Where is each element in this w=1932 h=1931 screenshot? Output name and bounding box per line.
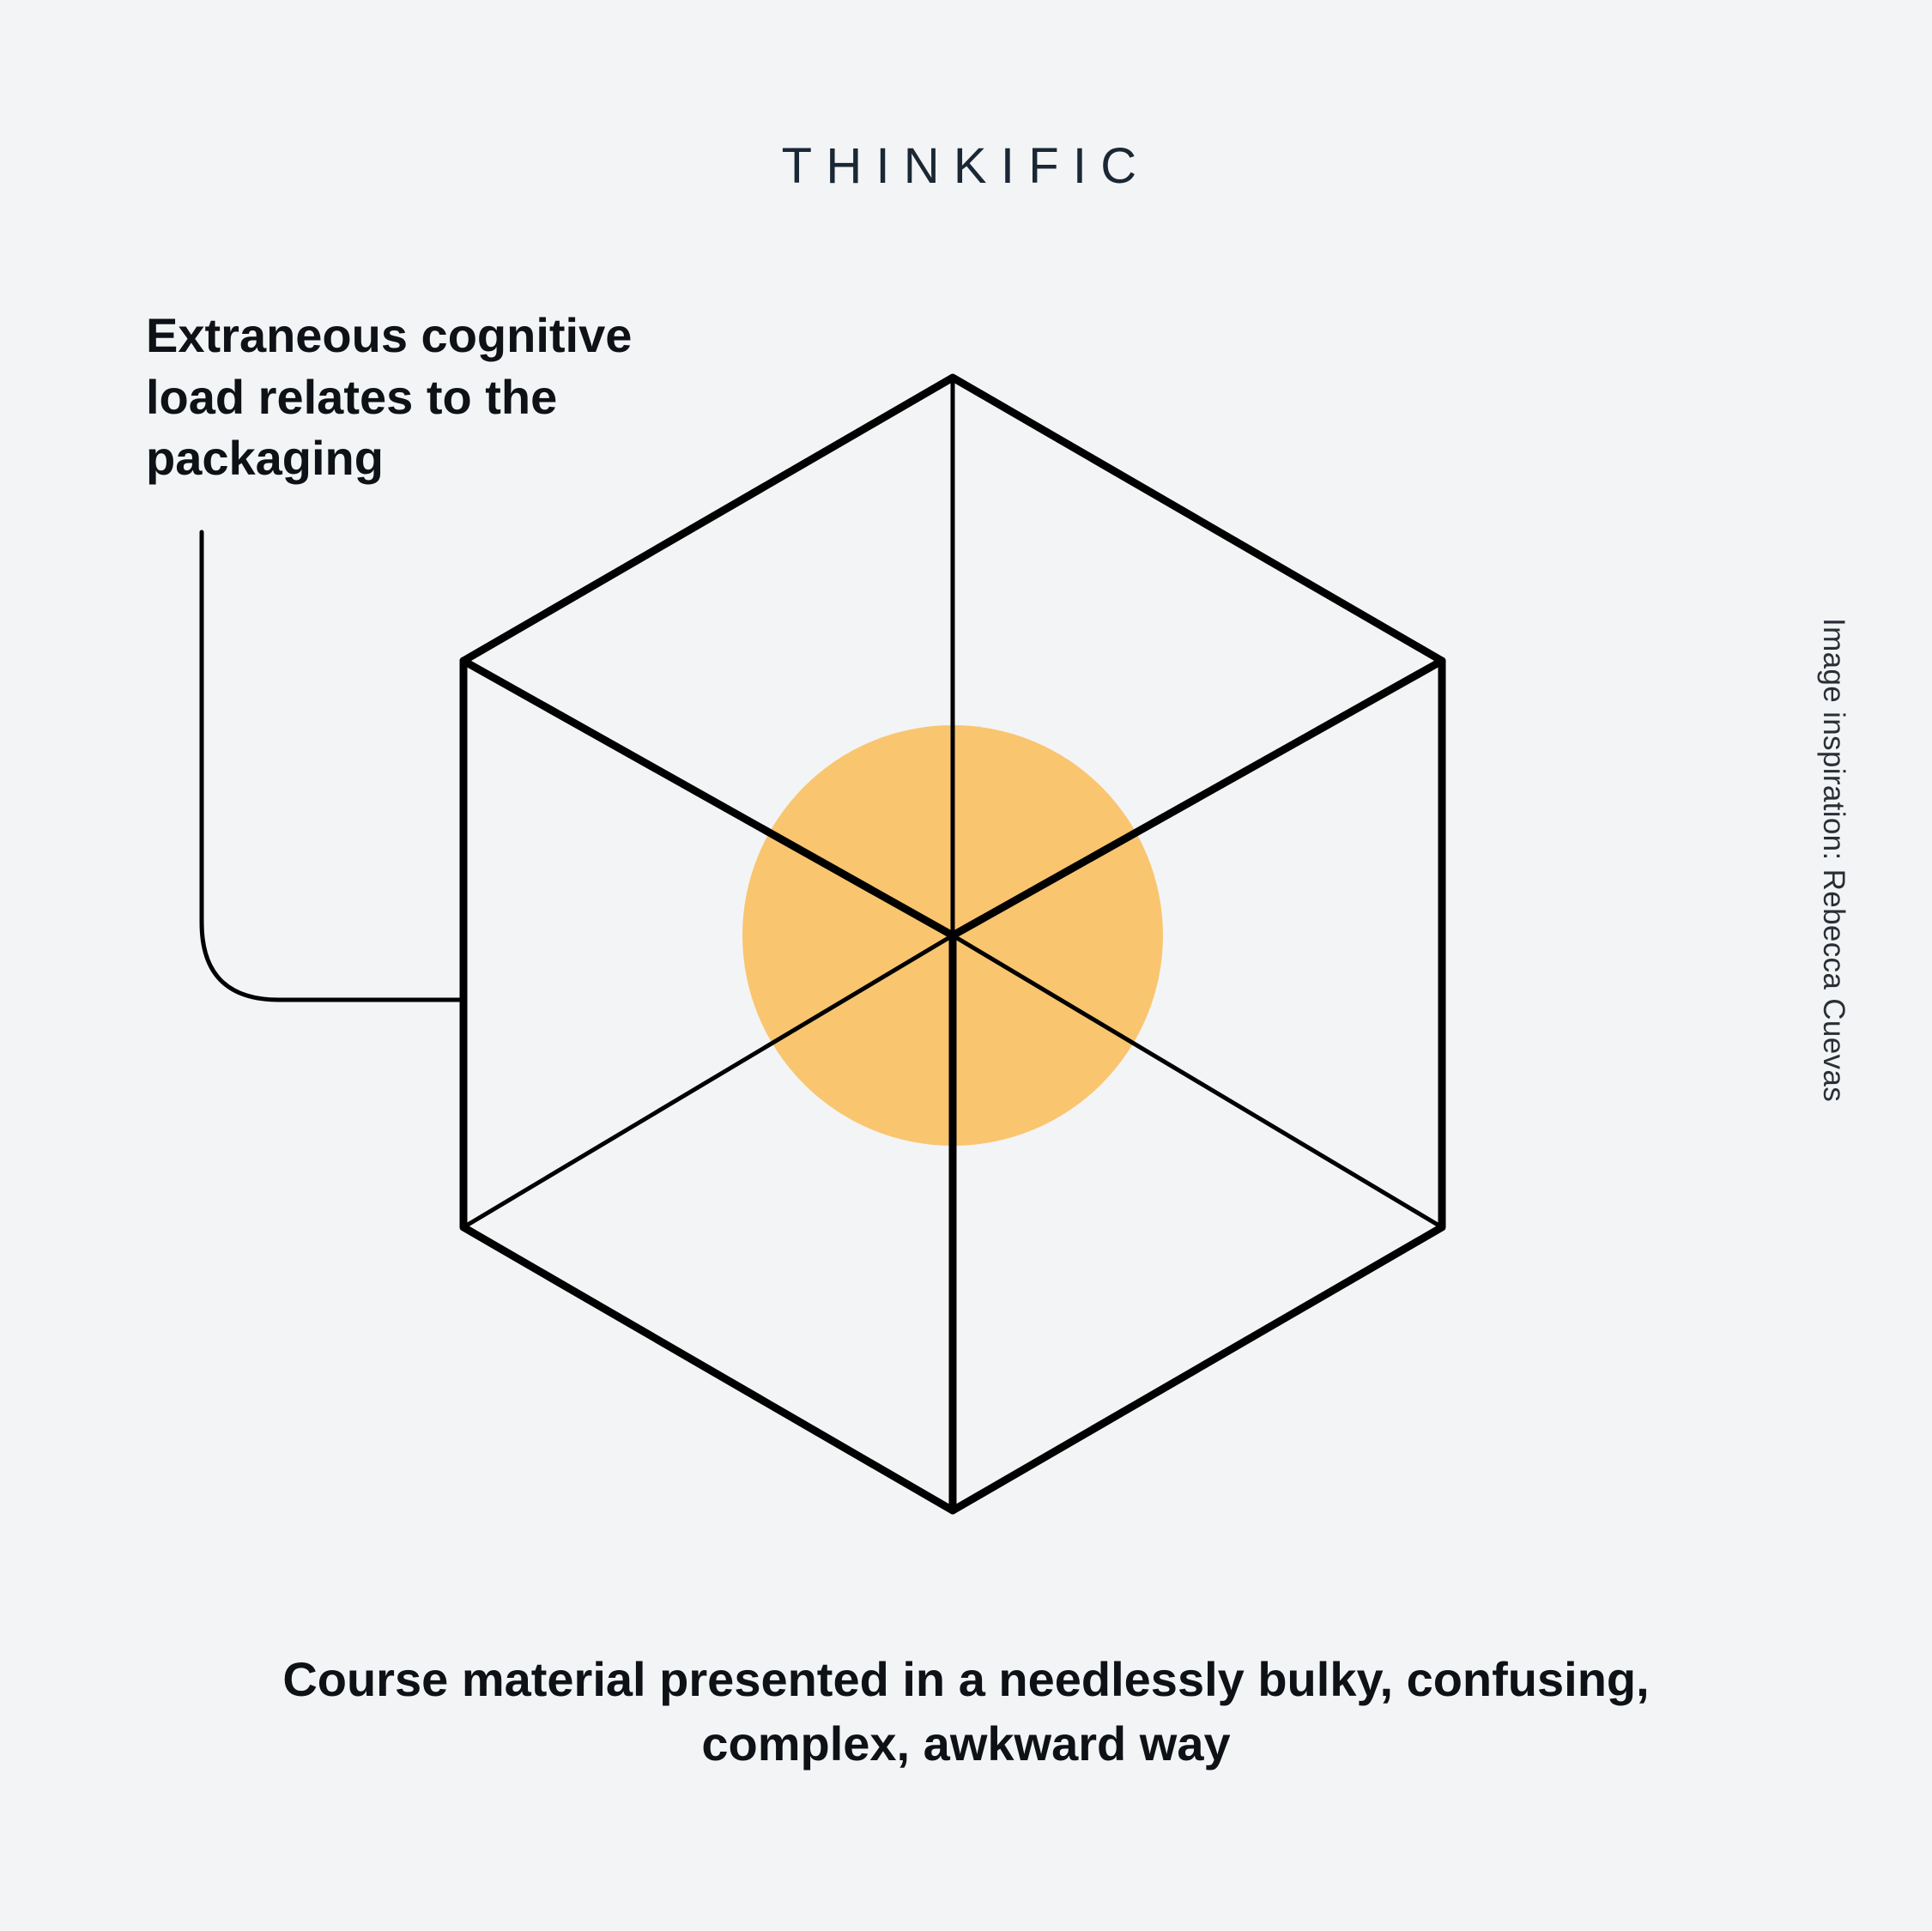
image-credit: Image inspiration: Rebecca Cuevas — [1816, 618, 1850, 1102]
caption-text: Course material presented in a needlessl… — [237, 1647, 1696, 1777]
annotation-text: Extraneous cognitive load relates to the… — [146, 305, 730, 489]
canvas: THINKIFIC Extraneous cognitive load rela… — [0, 0, 1932, 1931]
diagram-svg — [0, 0, 1932, 1931]
brand-logo: THINKIFIC — [782, 137, 1151, 195]
